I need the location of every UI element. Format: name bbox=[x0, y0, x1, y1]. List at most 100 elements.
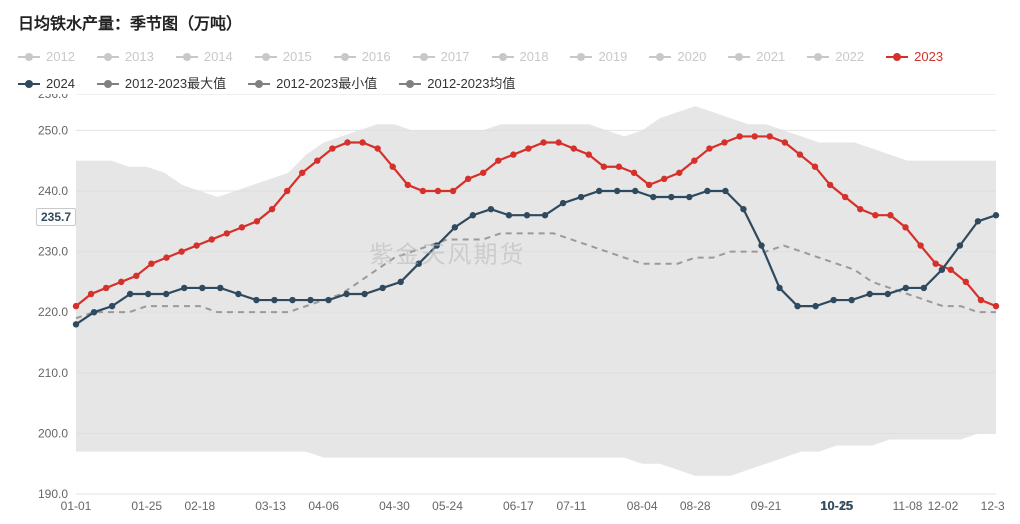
legend-label: 2014 bbox=[204, 44, 233, 70]
marker-y2024 bbox=[181, 285, 187, 291]
legend-item-y2018[interactable]: 2018 bbox=[492, 44, 549, 70]
marker-y2023 bbox=[571, 145, 577, 151]
legend-swatch-y2020 bbox=[649, 52, 671, 62]
legend-item-y2013[interactable]: 2013 bbox=[97, 44, 154, 70]
marker-y2024 bbox=[939, 267, 945, 273]
marker-y2024 bbox=[361, 291, 367, 297]
legend-item-y2014[interactable]: 2014 bbox=[176, 44, 233, 70]
legend-item-y2019[interactable]: 2019 bbox=[570, 44, 627, 70]
marker-y2023 bbox=[917, 242, 923, 248]
marker-y2023 bbox=[751, 133, 757, 139]
marker-y2024 bbox=[379, 285, 385, 291]
marker-y2023 bbox=[601, 164, 607, 170]
marker-y2023 bbox=[932, 260, 938, 266]
marker-y2024 bbox=[163, 291, 169, 297]
marker-y2024 bbox=[740, 206, 746, 212]
legend-item-y2020[interactable]: 2020 bbox=[649, 44, 706, 70]
marker-y2023 bbox=[631, 170, 637, 176]
marker-y2024 bbox=[145, 291, 151, 297]
marker-y2023 bbox=[163, 254, 169, 260]
marker-y2023 bbox=[721, 139, 727, 145]
svg-text:220.0: 220.0 bbox=[38, 305, 68, 319]
svg-text:01-01: 01-01 bbox=[61, 499, 92, 513]
marker-y2023 bbox=[495, 157, 501, 163]
x-axis-highlight: 10-25 bbox=[820, 498, 853, 513]
marker-y2024 bbox=[704, 188, 710, 194]
y-axis-callout: 235.7 bbox=[36, 208, 76, 226]
marker-y2024 bbox=[632, 188, 638, 194]
legend-swatch-y2022 bbox=[807, 52, 829, 62]
marker-y2023 bbox=[133, 273, 139, 279]
marker-y2023 bbox=[857, 206, 863, 212]
svg-text:08-28: 08-28 bbox=[680, 499, 711, 513]
legend-item-y2012[interactable]: 2012 bbox=[18, 44, 75, 70]
legend-label: 2015 bbox=[283, 44, 312, 70]
marker-y2023 bbox=[209, 236, 215, 242]
legend-swatch-y2016 bbox=[334, 52, 356, 62]
marker-y2023 bbox=[586, 151, 592, 157]
marker-y2023 bbox=[178, 248, 184, 254]
svg-text:05-24: 05-24 bbox=[432, 499, 463, 513]
legend-item-y2022[interactable]: 2022 bbox=[807, 44, 864, 70]
legend-label: 2022 bbox=[835, 44, 864, 70]
marker-y2024 bbox=[758, 242, 764, 248]
marker-y2023 bbox=[540, 139, 546, 145]
marker-y2024 bbox=[885, 291, 891, 297]
marker-y2024 bbox=[776, 285, 782, 291]
marker-y2024 bbox=[253, 297, 259, 303]
legend-swatch-y2012 bbox=[18, 52, 40, 62]
marker-y2023 bbox=[344, 139, 350, 145]
legend-label: 2023 bbox=[914, 44, 943, 70]
marker-y2023 bbox=[525, 145, 531, 151]
svg-text:09-21: 09-21 bbox=[751, 499, 782, 513]
marker-y2023 bbox=[88, 291, 94, 297]
marker-y2023 bbox=[314, 157, 320, 163]
chart-title: 日均铁水产量：季节图（万吨） bbox=[18, 10, 1004, 34]
marker-y2024 bbox=[848, 297, 854, 303]
marker-y2023 bbox=[435, 188, 441, 194]
legend-swatch-y2017 bbox=[413, 52, 435, 62]
marker-y2024 bbox=[325, 297, 331, 303]
svg-text:04-30: 04-30 bbox=[379, 499, 410, 513]
marker-y2023 bbox=[661, 176, 667, 182]
marker-y2023 bbox=[103, 285, 109, 291]
svg-text:08-04: 08-04 bbox=[627, 499, 658, 513]
legend-swatch-y2023 bbox=[886, 52, 908, 62]
svg-text:01-25: 01-25 bbox=[131, 499, 162, 513]
svg-text:02-18: 02-18 bbox=[184, 499, 215, 513]
marker-y2023 bbox=[118, 279, 124, 285]
legend-swatch-max bbox=[97, 79, 119, 89]
marker-y2024 bbox=[73, 321, 79, 327]
legend-item-y2021[interactable]: 2021 bbox=[728, 44, 785, 70]
marker-y2024 bbox=[416, 260, 422, 266]
marker-y2024 bbox=[271, 297, 277, 303]
marker-y2023 bbox=[827, 182, 833, 188]
legend-item-y2023[interactable]: 2023 bbox=[886, 44, 943, 70]
marker-y2024 bbox=[794, 303, 800, 309]
marker-y2023 bbox=[842, 194, 848, 200]
marker-y2023 bbox=[616, 164, 622, 170]
marker-y2024 bbox=[722, 188, 728, 194]
marker-y2024 bbox=[903, 285, 909, 291]
marker-y2024 bbox=[524, 212, 530, 218]
marker-y2023 bbox=[812, 164, 818, 170]
marker-y2024 bbox=[542, 212, 548, 218]
marker-y2023 bbox=[948, 267, 954, 273]
marker-y2024 bbox=[199, 285, 205, 291]
marker-y2023 bbox=[993, 303, 999, 309]
legend-item-y2017[interactable]: 2017 bbox=[413, 44, 470, 70]
marker-y2024 bbox=[867, 291, 873, 297]
marker-y2023 bbox=[797, 151, 803, 157]
legend-item-y2015[interactable]: 2015 bbox=[255, 44, 312, 70]
svg-text:230.0: 230.0 bbox=[38, 245, 68, 259]
legend-swatch-y2021 bbox=[728, 52, 750, 62]
marker-y2023 bbox=[676, 170, 682, 176]
marker-y2023 bbox=[510, 151, 516, 157]
marker-y2024 bbox=[470, 212, 476, 218]
svg-text:12-02: 12-02 bbox=[928, 499, 959, 513]
marker-y2024 bbox=[343, 291, 349, 297]
marker-y2023 bbox=[284, 188, 290, 194]
legend-item-y2016[interactable]: 2016 bbox=[334, 44, 391, 70]
marker-y2023 bbox=[691, 157, 697, 163]
legend: 2012 2013 2014 2015 2016 2017 2018 2019 2020 2021… bbox=[18, 44, 1004, 98]
